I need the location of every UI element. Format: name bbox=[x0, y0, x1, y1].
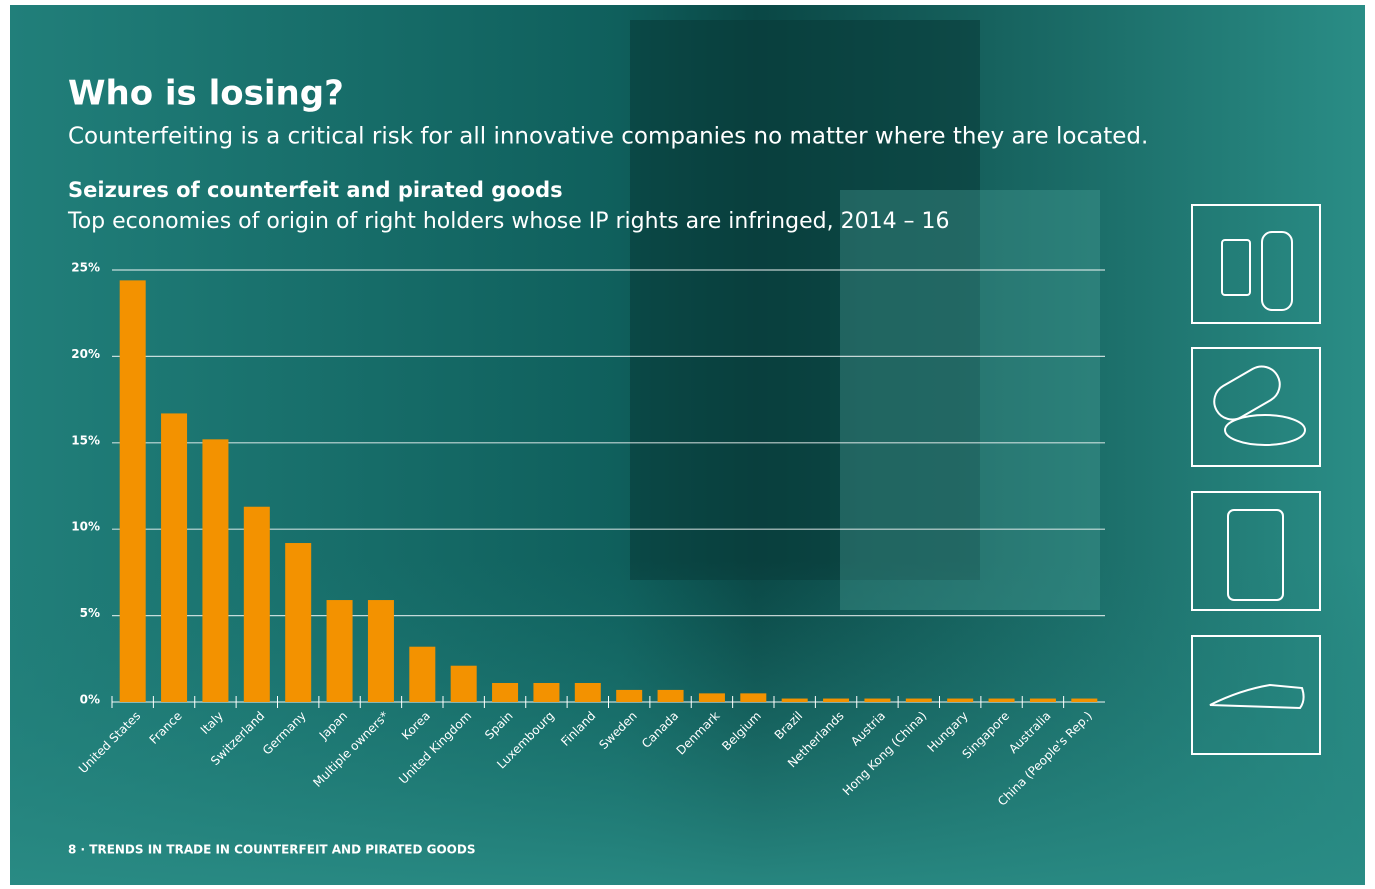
y-tick-label: 15% bbox=[71, 433, 100, 447]
bar bbox=[161, 413, 188, 702]
bar bbox=[864, 698, 891, 702]
bar bbox=[905, 698, 932, 702]
icon-frame bbox=[1191, 635, 1321, 755]
y-tick-label: 20% bbox=[71, 347, 100, 361]
bar bbox=[533, 682, 560, 702]
bar bbox=[823, 698, 850, 702]
chart-subtitle: Top economies of origin of right holders… bbox=[67, 209, 950, 234]
icon-shoe bbox=[1209, 683, 1305, 710]
icon-can bbox=[1227, 509, 1284, 601]
bar bbox=[1071, 698, 1098, 702]
bar bbox=[657, 689, 684, 702]
bar bbox=[492, 682, 519, 702]
bar bbox=[326, 600, 353, 702]
icon-pill bbox=[1213, 365, 1281, 421]
bar bbox=[781, 698, 808, 702]
y-tick-label: 10% bbox=[71, 520, 100, 534]
bar bbox=[202, 439, 229, 702]
y-tick-label: 25% bbox=[71, 261, 100, 275]
boxes bbox=[840, 190, 1100, 610]
bar bbox=[243, 506, 270, 702]
bar bbox=[574, 682, 601, 702]
icon-tube bbox=[1221, 239, 1251, 296]
bar bbox=[698, 693, 725, 702]
container-shadow bbox=[630, 20, 980, 580]
bar bbox=[119, 280, 146, 702]
icon-frame bbox=[1191, 491, 1321, 611]
bar bbox=[450, 665, 477, 702]
bar bbox=[947, 698, 974, 702]
subtitle: Counterfeiting is a critical risk for al… bbox=[68, 124, 1148, 150]
bar bbox=[988, 698, 1015, 702]
floor bbox=[10, 560, 1365, 885]
y-tick-label: 5% bbox=[80, 606, 100, 620]
icon-frame bbox=[1191, 347, 1321, 467]
bar bbox=[740, 693, 767, 702]
icon-frame bbox=[1191, 204, 1321, 324]
bar bbox=[616, 689, 643, 702]
icons bbox=[1191, 204, 1321, 755]
bar bbox=[367, 600, 394, 702]
bar bbox=[285, 543, 312, 702]
bar bbox=[409, 646, 436, 702]
y-tick-label: 0% bbox=[80, 693, 100, 707]
icon-bottle bbox=[1261, 231, 1293, 311]
title: Who is losing? bbox=[68, 74, 344, 114]
chart-title: Seizures of counterfeit and pirated good… bbox=[68, 178, 563, 202]
bar bbox=[1029, 698, 1056, 702]
footer: 8 · TRENDS IN TRADE IN COUNTERFEIT AND P… bbox=[68, 843, 475, 857]
icon-tablet bbox=[1224, 414, 1306, 446]
